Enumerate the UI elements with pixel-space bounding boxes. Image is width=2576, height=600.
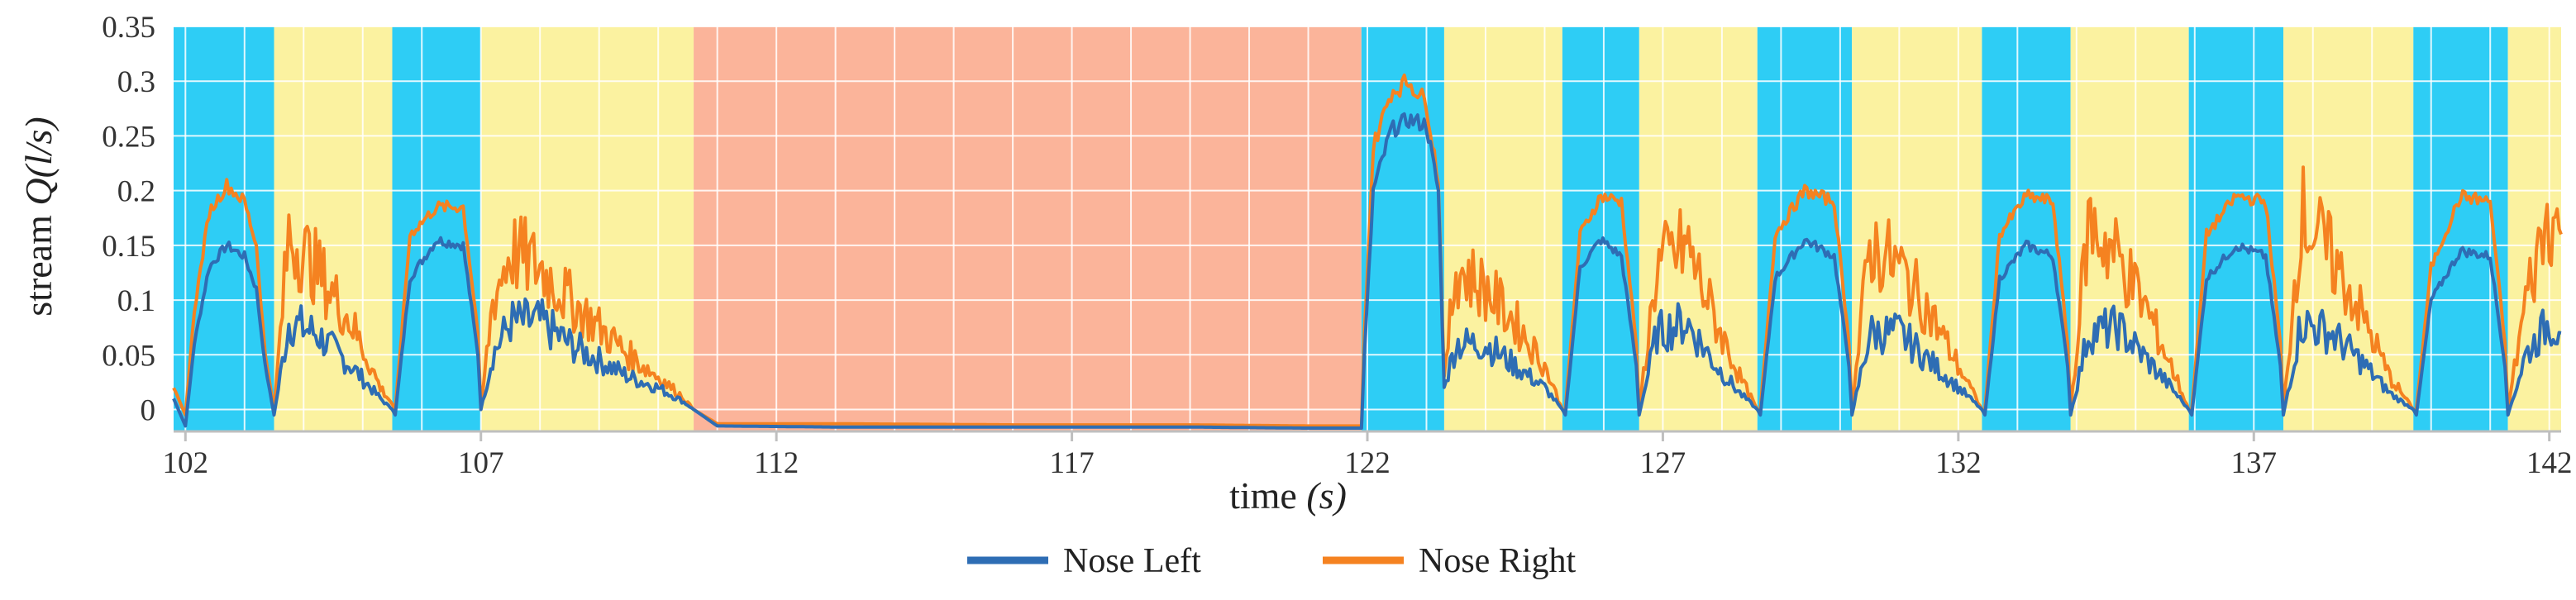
y-axis-variable: Q (17, 178, 60, 205)
legend-label-nose-left: Nose Left (1063, 542, 1201, 580)
x-tick-label: 132 (1935, 446, 1982, 480)
x-tick-label: 142 (2526, 446, 2573, 480)
y-tick-label: 0 (141, 394, 156, 428)
y-tick-label: 0.15 (102, 230, 155, 264)
x-tick-label: 127 (1640, 446, 1686, 480)
phase-band-exhale (274, 26, 393, 431)
phase-band-exhale (1639, 26, 1758, 431)
y-tick-label: 0.2 (117, 175, 155, 209)
y-tick-labels: 0 0.05 0.1 0.15 0.2 0.25 0.3 0.35 (102, 11, 155, 428)
phase-band-exhale (1443, 26, 1562, 431)
phase-band-inhale (1982, 26, 2071, 431)
series-lines (172, 74, 2563, 430)
y-tick-label: 0.1 (117, 284, 155, 318)
axes (174, 430, 2561, 441)
series-line-nose-left (172, 112, 2562, 430)
x-tick-label: 117 (1050, 446, 1095, 480)
legend: Nose Left Nose Right (967, 542, 1577, 580)
phase-band-inhale (1361, 26, 1444, 431)
x-tick-labels: 102 107 112 117 122 127 132 137 142 (163, 446, 2573, 480)
y-tick-label: 0.05 (102, 339, 155, 373)
y-axis-title: stream Q(l/s) (17, 117, 60, 316)
phase-band-exhale (1852, 26, 1982, 431)
y-axis-unit: (l/s) (17, 117, 60, 178)
phase-band-inhale (1562, 26, 1639, 431)
grid-lines (174, 26, 2561, 431)
x-tick-label: 102 (163, 446, 209, 480)
phase-band-inhale (392, 26, 481, 431)
y-tick-label: 0.3 (117, 65, 155, 99)
x-tick-label: 137 (2231, 446, 2278, 480)
phase-band-hold (694, 26, 1362, 431)
x-axis-label: time (1229, 474, 1297, 517)
x-axis-title: time (s) (1229, 474, 1347, 517)
y-tick-label: 0.25 (102, 120, 155, 154)
x-tick-label: 122 (1344, 446, 1391, 480)
y-tick-label: 0.35 (102, 11, 155, 45)
x-axis-unit: (s) (1306, 474, 1347, 517)
x-tick-label: 112 (754, 446, 799, 480)
legend-label-nose-right: Nose Right (1419, 542, 1577, 580)
y-axis-label: stream (17, 215, 60, 317)
x-tick-label: 107 (458, 446, 504, 480)
